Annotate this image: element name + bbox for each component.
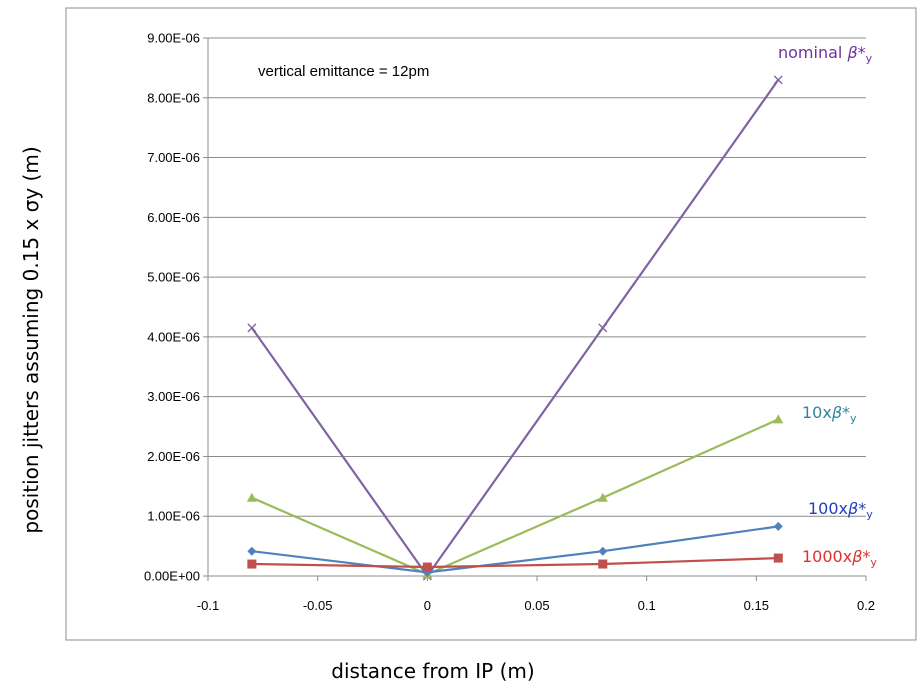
y-tick-label: 1.00E-06 — [147, 509, 200, 524]
x-tick-label: 0.15 — [744, 598, 769, 613]
data-point — [773, 553, 783, 563]
series-label-subscript: y — [850, 412, 857, 425]
series-label-main: 10x — [802, 403, 832, 422]
series-line — [251, 525, 779, 574]
x-tick-label: 0.2 — [857, 598, 875, 613]
x-tick-label: -0.05 — [303, 598, 333, 613]
data-point — [247, 546, 257, 556]
series-lines — [246, 75, 784, 581]
data-point — [597, 492, 608, 502]
y-tick-label: 0.00E+00 — [144, 569, 200, 584]
y-tick-label: 6.00E-06 — [147, 210, 200, 225]
series-label: nominal β*y — [778, 43, 873, 65]
x-tick-label: 0.1 — [638, 598, 656, 613]
data-point — [598, 323, 608, 333]
series-label-beta: β* — [831, 403, 850, 422]
y-axis-title: position jitters assuming 0.15 x σy (m) — [19, 146, 43, 533]
series-label-beta: β* — [851, 547, 870, 566]
data-point — [422, 562, 432, 572]
x-tick-label: 0 — [424, 598, 431, 613]
series-label-subscript: y — [870, 556, 877, 569]
data-point — [246, 492, 257, 502]
data-point-stroke — [247, 323, 257, 333]
data-point — [247, 559, 257, 569]
y-tick-label: 8.00E-06 — [147, 90, 200, 105]
series-label: 1000xβ*y — [802, 547, 877, 569]
data-point — [773, 521, 783, 531]
series-label-subscript: y — [866, 508, 873, 521]
y-tick-label: 2.00E-06 — [147, 449, 200, 464]
y-tick-label: 3.00E-06 — [147, 389, 200, 404]
series-label-main: nominal — [778, 43, 847, 62]
y-tick-label: 7.00E-06 — [147, 150, 200, 165]
data-point — [598, 546, 608, 556]
series-line — [251, 557, 779, 569]
data-point — [247, 323, 257, 333]
series-label-subscript: y — [866, 52, 873, 65]
series-label-beta: β* — [846, 43, 865, 62]
data-point — [773, 75, 783, 85]
series-label-main: 1000x — [802, 547, 852, 566]
y-tick-label: 5.00E-06 — [147, 270, 200, 285]
x-tick-label: -0.1 — [197, 598, 219, 613]
grid-lines — [208, 37, 866, 517]
series-label-main: 100x — [808, 499, 848, 518]
series-line — [251, 418, 779, 576]
x-tick-label: 0.05 — [524, 598, 549, 613]
series-line — [251, 79, 780, 578]
data-point — [773, 414, 784, 424]
data-point-stroke — [773, 75, 783, 85]
series-label-beta: β* — [847, 499, 866, 518]
data-point-stroke — [598, 323, 608, 333]
series-label: 10xβ*y — [802, 403, 857, 425]
y-tick-label: 9.00E-06 — [147, 31, 200, 46]
data-point — [598, 559, 608, 569]
x-axis-title: distance from IP (m) — [331, 659, 534, 683]
axes: 0.00E+00 1.00E-06 2.00E-06 3.00E-06 4.00E-06… — [144, 31, 875, 614]
series-label: 100xβ*y — [808, 499, 873, 521]
y-tick-label: 4.00E-06 — [147, 329, 200, 344]
annotation-emittance: vertical emittance = 12pm — [258, 63, 429, 80]
